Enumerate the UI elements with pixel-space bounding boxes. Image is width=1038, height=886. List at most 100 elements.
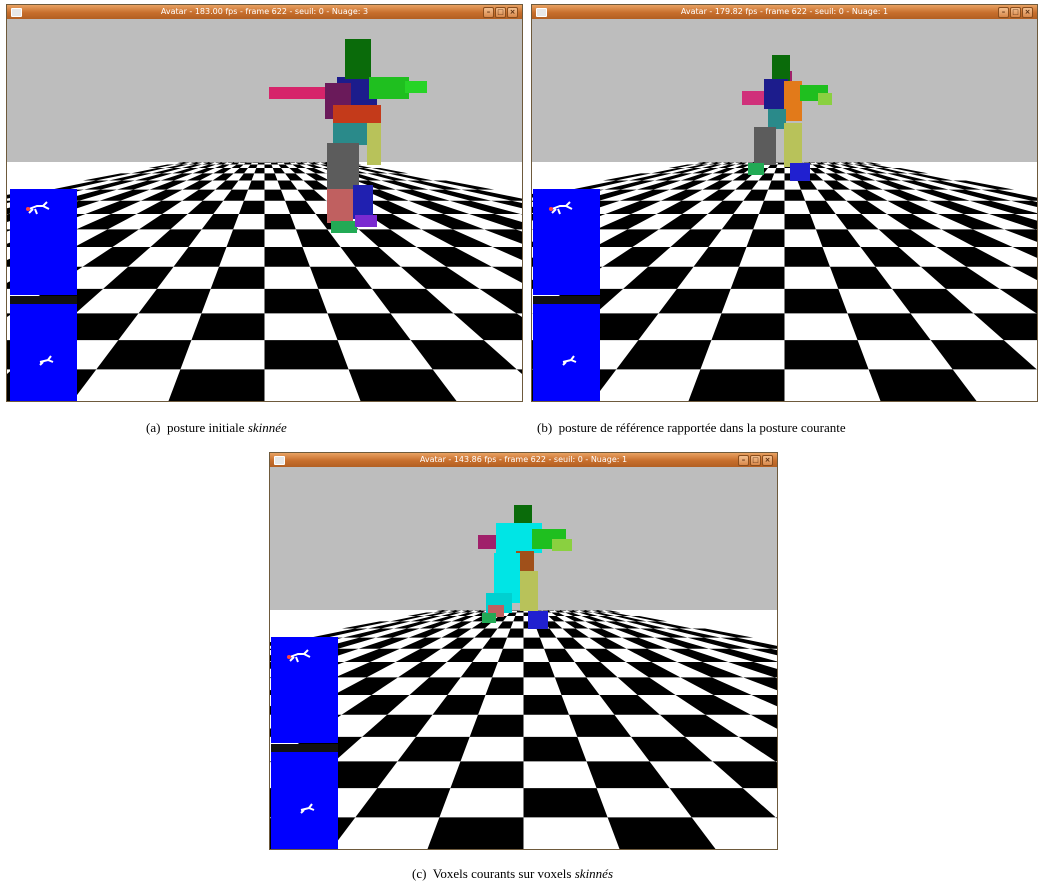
floor-tile: [229, 162, 240, 165]
floor-tile: [202, 162, 215, 165]
floor-tile: [938, 214, 1005, 230]
floor-tile: [605, 621, 641, 629]
close-button[interactable]: ×: [507, 7, 518, 18]
floor-tile: [341, 621, 391, 629]
floor-tile: [355, 180, 396, 190]
floor-tile: [409, 677, 461, 695]
floor-tile: [333, 677, 398, 695]
minimize-button[interactable]: –: [483, 7, 494, 18]
floor-tile: [103, 266, 174, 289]
floor-tile: [327, 313, 411, 341]
floor-tile: [707, 200, 744, 215]
checkerboard-floor: [270, 610, 777, 849]
floor-tile: [303, 180, 331, 190]
floor-tile: [408, 200, 470, 215]
3d-viewport[interactable]: [270, 467, 777, 849]
floor-tile: [375, 628, 420, 638]
floor-tile: [658, 288, 731, 314]
floor-tile: [400, 266, 480, 289]
floor-tile: [418, 214, 485, 230]
floor-tile: [571, 610, 580, 611]
floor-tile: [449, 200, 521, 215]
floor-tile: [76, 214, 137, 230]
floor-tile: [809, 168, 826, 174]
floor-tile: [523, 662, 555, 678]
floor-tile: [669, 788, 776, 818]
floor-tile: [718, 164, 737, 169]
floor-tile: [74, 229, 139, 247]
floor-tile: [492, 616, 507, 622]
minimize-button[interactable]: –: [738, 455, 749, 466]
maximize-button[interactable]: □: [750, 455, 761, 466]
floor-tile: [989, 214, 1037, 230]
floor-tile: [445, 621, 473, 629]
floor-tile: [586, 761, 670, 789]
window-titlebar[interactable]: Avatar - 143.86 fps - frame 622 - seuil:…: [270, 453, 777, 467]
floor-tile: [243, 162, 253, 165]
floor-tile: [866, 173, 902, 181]
floor-tile: [433, 610, 450, 613]
floor-tile: [887, 173, 928, 181]
floor-tile: [421, 229, 493, 247]
window-menu-icon[interactable]: [536, 8, 547, 17]
floor-tile: [571, 180, 629, 190]
floor-tile: [999, 288, 1037, 314]
floor-tile: [594, 229, 659, 247]
floor-tile: [372, 288, 454, 314]
floor-tile: [187, 200, 224, 215]
skeleton-head-marker: [549, 207, 553, 211]
floor-tile: [623, 266, 694, 289]
floor-tile: [839, 164, 859, 169]
floor-tile: [565, 612, 582, 617]
floor-tile: [198, 164, 217, 169]
maximize-button[interactable]: □: [495, 7, 506, 18]
avatar-figure: [269, 39, 427, 233]
close-button[interactable]: ×: [762, 455, 773, 466]
floor-tile: [276, 162, 284, 163]
window-titlebar[interactable]: Avatar - 183.00 fps - frame 622 - seuil:…: [7, 5, 522, 19]
floor-tile: [238, 200, 265, 215]
inset-view-bottom: [271, 752, 338, 849]
floor-tile: [312, 162, 321, 163]
floor-tile: [188, 162, 203, 165]
floor-tile: [651, 168, 686, 174]
skeleton-head-marker: [26, 207, 30, 211]
maximize-button[interactable]: □: [1010, 7, 1021, 18]
floor-tile: [568, 714, 632, 737]
floor-tile: [850, 189, 888, 201]
3d-viewport[interactable]: [532, 19, 1037, 401]
floor-tile: [513, 616, 524, 622]
floor-tile: [99, 189, 150, 201]
floor-tile: [295, 229, 341, 247]
floor-tile: [784, 189, 806, 201]
floor-tile: [366, 214, 422, 230]
floor-tile: [214, 162, 223, 163]
floor-tile: [581, 616, 606, 622]
window-titlebar[interactable]: Avatar - 179.82 fps - frame 622 - seuil:…: [532, 5, 1037, 19]
floor-tile: [108, 173, 152, 181]
floor-tile: [191, 313, 265, 341]
floor-tile: [479, 288, 522, 314]
floor-tile: [677, 662, 744, 678]
window-menu-icon[interactable]: [274, 456, 285, 465]
floor-tile: [278, 164, 290, 169]
floor-tile: [596, 214, 657, 230]
floor-tile: [544, 648, 575, 663]
floor-tile: [585, 621, 615, 629]
floor-tile: [865, 162, 882, 165]
floor-tile: [666, 628, 721, 638]
minimize-button[interactable]: –: [998, 7, 1009, 18]
floor-tile: [469, 714, 524, 737]
floor-tile: [626, 621, 667, 629]
floor-tile: [878, 229, 937, 247]
3d-viewport[interactable]: [7, 19, 522, 401]
close-button[interactable]: ×: [1022, 7, 1033, 18]
scene-b: [532, 19, 1037, 401]
floor-tile: [654, 637, 709, 649]
floor-tile: [165, 164, 189, 169]
avatar-figure: [478, 505, 572, 629]
floor-tile: [264, 173, 278, 181]
floor-tile: [367, 621, 411, 629]
window-menu-icon[interactable]: [11, 8, 22, 17]
inset-view-bottom: [533, 304, 600, 401]
